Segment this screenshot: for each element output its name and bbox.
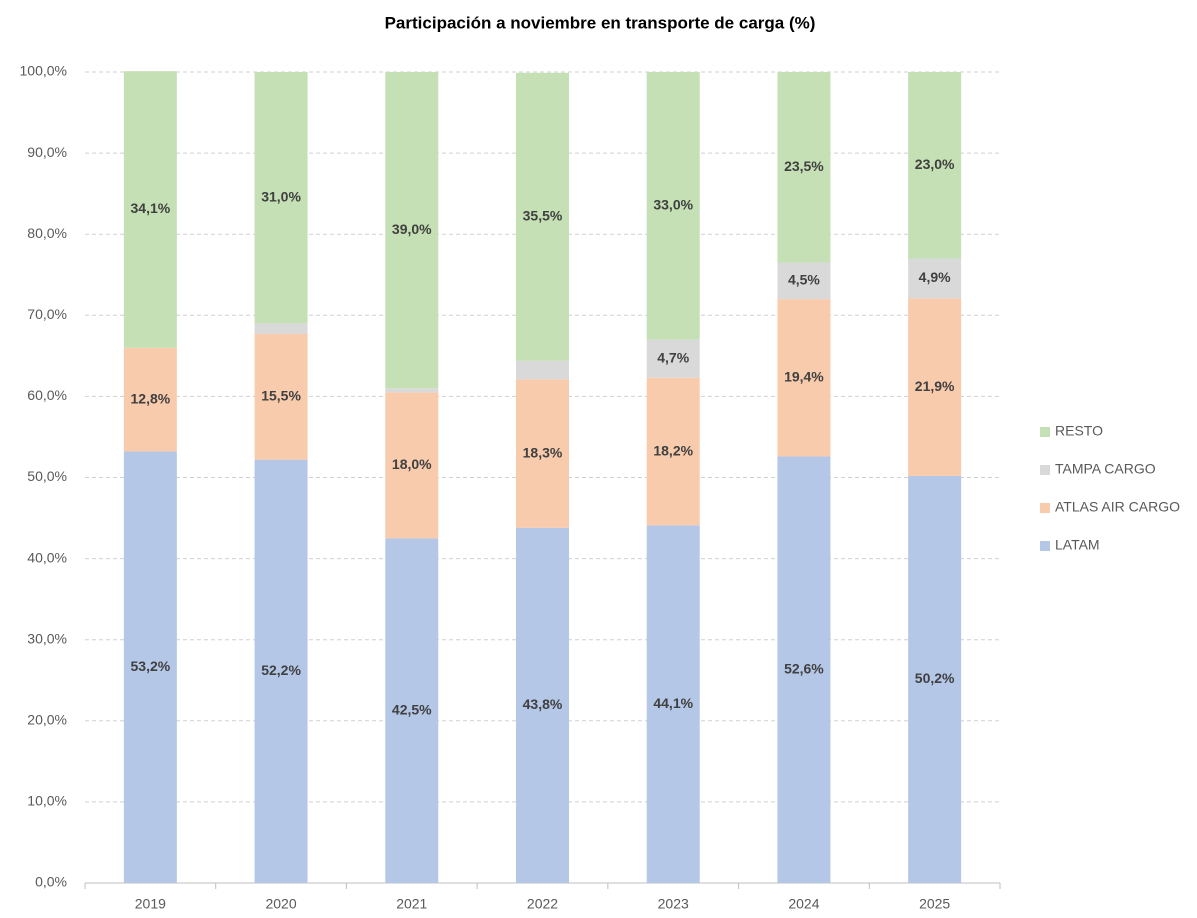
y-tick-label: 80,0%: [27, 225, 67, 241]
bar-segment: [385, 72, 439, 389]
bar-segment: [254, 333, 308, 460]
bar-segment: [646, 525, 700, 883]
x-tick-label: 2019: [135, 896, 166, 912]
bar-segment: [254, 72, 308, 324]
value-label: 52,2%: [261, 662, 301, 678]
value-label: 19,4%: [784, 368, 824, 384]
bar-segment: [777, 456, 831, 883]
value-label: 50,2%: [915, 670, 955, 686]
value-label: 53,2%: [131, 658, 171, 674]
bar-segment: [385, 388, 439, 393]
legend-swatch: [1040, 541, 1050, 551]
x-tick-label: 2020: [265, 896, 296, 912]
x-tick-label: 2023: [658, 896, 689, 912]
value-label: 23,5%: [784, 158, 824, 174]
bar-segment: [385, 538, 439, 883]
bar-segment: [254, 459, 308, 883]
bar-segment: [516, 360, 569, 380]
value-label: 18,2%: [653, 442, 693, 458]
value-label: 4,9%: [919, 269, 951, 285]
y-tick-label: 70,0%: [27, 306, 67, 322]
legend-label: RESTO: [1055, 423, 1103, 439]
value-label: 52,6%: [784, 660, 824, 676]
y-tick-label: 30,0%: [27, 630, 67, 646]
value-label: 21,9%: [915, 378, 955, 394]
x-tick-label: 2021: [396, 896, 427, 912]
bar-segment: [516, 72, 569, 361]
bar-segment: [385, 392, 439, 539]
y-tick-label: 100,0%: [20, 63, 67, 79]
value-label: 18,0%: [392, 456, 432, 472]
value-label: 31,0%: [261, 188, 301, 204]
value-label: 35,5%: [523, 207, 563, 223]
value-label: 44,1%: [653, 695, 693, 711]
value-label: 42,5%: [392, 701, 432, 717]
value-label: 15,5%: [261, 388, 301, 404]
value-label: 39,0%: [392, 221, 432, 237]
y-tick-label: 60,0%: [27, 387, 67, 403]
y-tick-label: 50,0%: [27, 468, 67, 484]
value-label: 43,8%: [523, 696, 563, 712]
x-tick-label: 2025: [919, 896, 950, 912]
x-tick-label: 2022: [527, 896, 558, 912]
bar-segment: [908, 258, 962, 299]
legend-label: TAMPA CARGO: [1055, 461, 1156, 477]
bar-segment: [123, 451, 177, 883]
legend-swatch: [1040, 503, 1050, 513]
legend-label: LATAM: [1055, 537, 1100, 553]
bar-segment: [123, 71, 177, 348]
bar-segment: [516, 527, 569, 883]
bar-segment: [777, 299, 831, 457]
y-tick-label: 10,0%: [27, 793, 67, 809]
value-label: 34,1%: [131, 200, 171, 216]
legend-swatch: [1040, 465, 1050, 475]
bar-segment: [908, 72, 962, 259]
legend-label: ATLAS AIR CARGO: [1055, 499, 1180, 515]
value-label: 18,3%: [523, 444, 563, 460]
value-label: 4,5%: [788, 272, 820, 288]
legend-swatch: [1040, 427, 1050, 437]
value-label: 23,0%: [915, 156, 955, 172]
bar-segment: [646, 72, 700, 340]
bar-segment: [777, 262, 831, 300]
bar-segment: [123, 347, 177, 452]
y-tick-label: 0,0%: [35, 874, 67, 890]
bar-segment: [908, 475, 962, 883]
bar-segment: [777, 72, 831, 263]
value-label: 33,0%: [653, 197, 693, 213]
bar-segment: [646, 339, 700, 378]
y-tick-label: 40,0%: [27, 549, 67, 565]
bar-segment: [516, 379, 569, 528]
bar-segment: [254, 323, 308, 334]
value-label: 12,8%: [131, 390, 171, 406]
y-tick-label: 90,0%: [27, 144, 67, 160]
bar-segment: [908, 298, 962, 476]
y-tick-label: 20,0%: [27, 712, 67, 728]
bar-segment: [646, 377, 700, 526]
chart-title: Participación a noviembre en transporte …: [385, 13, 816, 32]
x-tick-label: 2024: [788, 896, 819, 912]
value-label: 4,7%: [657, 349, 689, 365]
